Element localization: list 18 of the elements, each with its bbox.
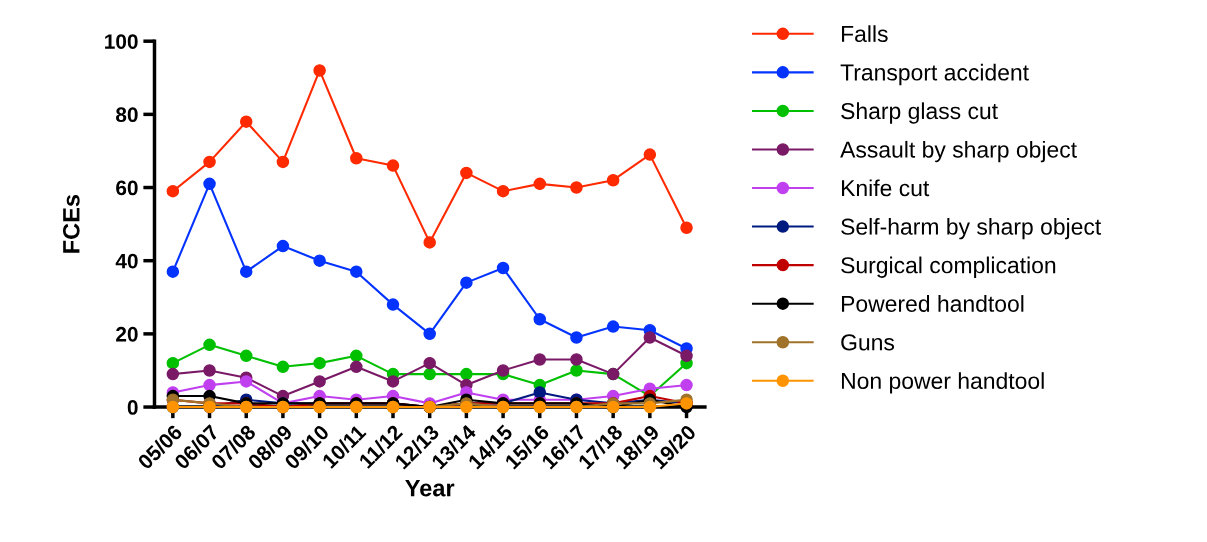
- y-tick-label: 80: [116, 107, 138, 123]
- y-tick-label: 60: [116, 180, 138, 196]
- legend-label: Assault by sharp object: [840, 140, 1077, 163]
- x-axis-title: Year: [405, 480, 455, 497]
- y-axis-title: FCEs: [62, 194, 80, 253]
- legend-label: Falls: [842, 25, 888, 43]
- legend-label: Surgical complication: [841, 256, 1056, 278]
- legend-label: Self-harm by sharp object: [841, 217, 1102, 240]
- legend-label: Guns: [841, 334, 895, 351]
- legend-label: Knife cut: [842, 179, 930, 197]
- legend-label: Transport accident: [840, 63, 1029, 86]
- y-tick-label: 0: [127, 400, 138, 415]
- y-tick-label: 40: [115, 253, 138, 269]
- legend-label: Powered handtool: [842, 295, 1024, 312]
- y-tick-label: 20: [116, 326, 138, 342]
- legend-label: Non power handtool: [842, 372, 1044, 394]
- legend-label: Sharp glass cut: [841, 102, 998, 124]
- y-tick-label: 100: [105, 34, 138, 49]
